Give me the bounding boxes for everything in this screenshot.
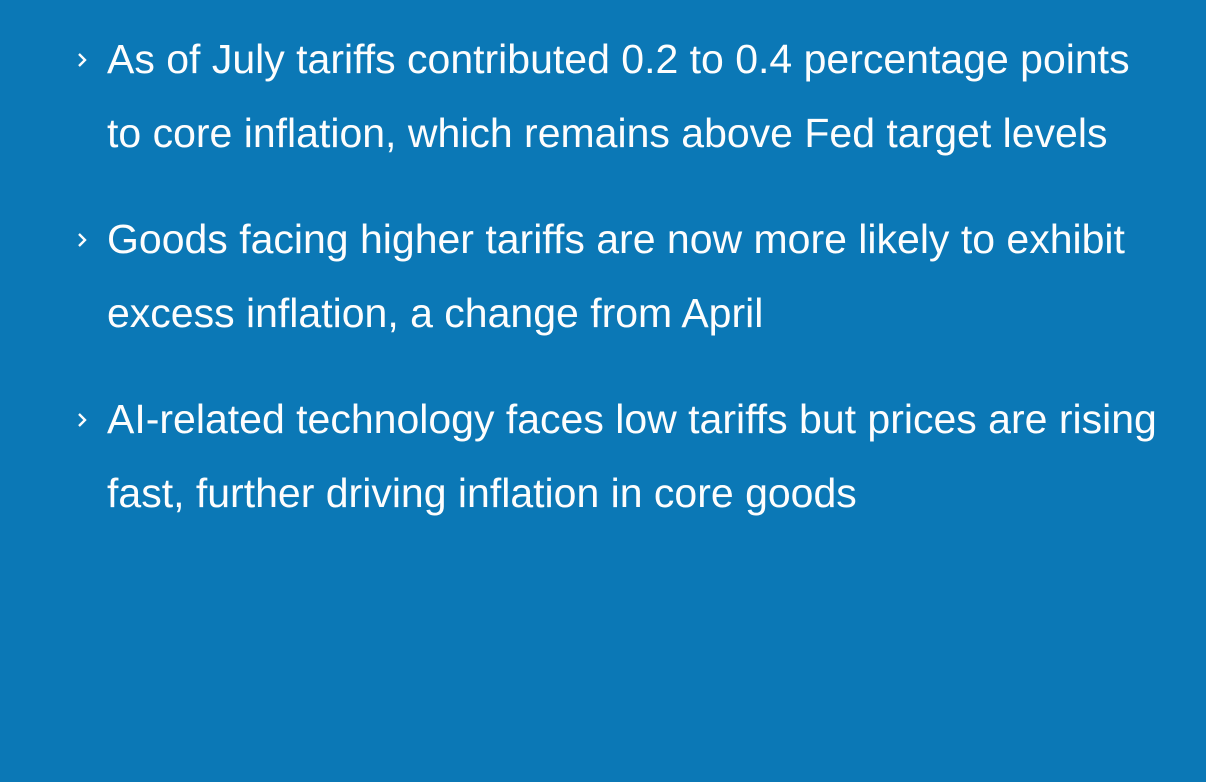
- bullet-list-container: As of July tariffs contributed 0.2 to 0.…: [0, 22, 1206, 562]
- bullet-chevron: [78, 53, 87, 67]
- bullet-item: AI-related technology faces low tariffs …: [78, 382, 1167, 530]
- bullet-text: AI-related technology faces low tariffs …: [107, 396, 1157, 516]
- bullet-item: Goods facing higher tariffs are now more…: [78, 202, 1167, 350]
- bullet-item: As of July tariffs contributed 0.2 to 0.…: [78, 22, 1167, 170]
- bullet-list: As of July tariffs contributed 0.2 to 0.…: [0, 22, 1206, 530]
- bullet-text: As of July tariffs contributed 0.2 to 0.…: [107, 36, 1130, 156]
- bullet-chevron: [78, 233, 87, 247]
- bullet-chevron: [78, 413, 87, 427]
- bullet-text: Goods facing higher tariffs are now more…: [107, 216, 1125, 336]
